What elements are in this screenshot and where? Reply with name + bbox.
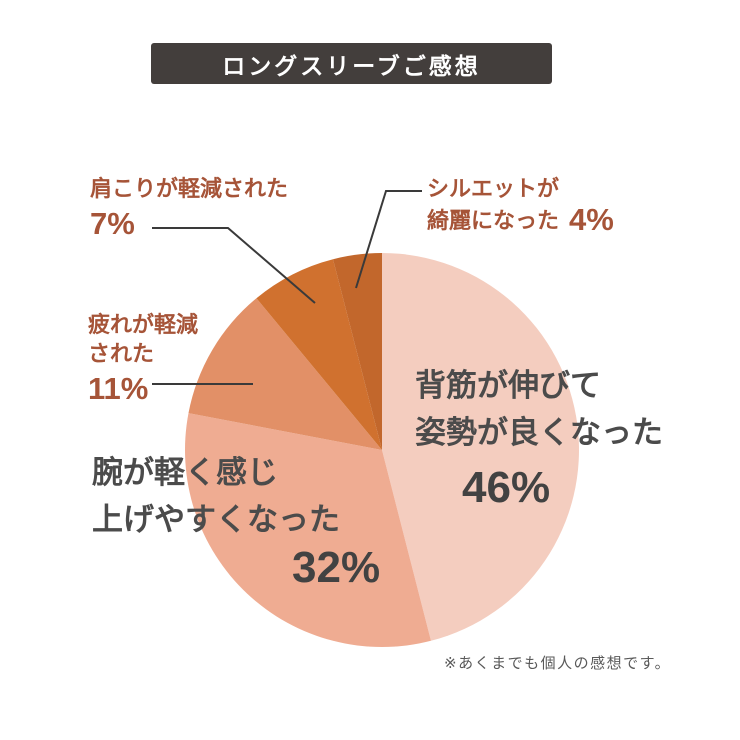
pie-slice-32pct: [185, 413, 431, 647]
pie-slice-7pct: [256, 259, 382, 450]
pie-slices: [185, 253, 579, 647]
label-katakori: 肩こりが軽減された 7%: [90, 174, 288, 241]
footer-note: ※あくまでも個人の感想です。: [444, 655, 672, 672]
label-tsukare: 疲れが軽減 された 11%: [88, 310, 198, 406]
label-ude-line2: 上げやすくなった: [92, 501, 340, 537]
label-tsukare-line1: 疲れが軽減: [88, 312, 199, 337]
title-banner: ロングスリーブご感想: [151, 43, 552, 84]
page-title: ロングスリーブご感想: [222, 52, 481, 79]
label-sesuji-line1: 背筋が伸びて: [415, 368, 601, 403]
label-sesuji-pct: 46%: [462, 463, 551, 512]
label-ude-pct: 32%: [292, 543, 381, 592]
label-silhouette-line2-text: 綺麗になった: [427, 208, 560, 234]
label-sesuji: 背筋が伸びて 姿勢が良くなった: [415, 363, 663, 456]
leader-line-katakori: [152, 227, 316, 304]
label-silhouette-pct: 4%: [569, 202, 614, 238]
label-tsukare-pct: 11%: [88, 371, 149, 407]
label-katakori-pct: 7%: [90, 206, 135, 242]
pie-slice-46pct: [382, 253, 579, 641]
label-silhouette: シルエットが 綺麗になった 4%: [427, 174, 614, 237]
leader-line-silhouette: [355, 190, 422, 289]
pie-slice-4pct: [333, 253, 382, 450]
label-ude: 腕が軽く感じ 上げやすくなった: [92, 450, 340, 543]
label-katakori-text: 肩こりが軽減された: [90, 176, 289, 201]
label-silhouette-line1: シルエットが: [427, 176, 560, 201]
label-sesuji-line2: 姿勢が良くなった: [415, 414, 663, 450]
label-tsukare-line2: された: [88, 341, 155, 367]
label-ude-line1: 腕が軽く感じ: [92, 455, 278, 490]
label-silhouette-line2: 綺麗になった 4%: [427, 202, 614, 238]
pie-slice-11pct: [188, 298, 382, 450]
